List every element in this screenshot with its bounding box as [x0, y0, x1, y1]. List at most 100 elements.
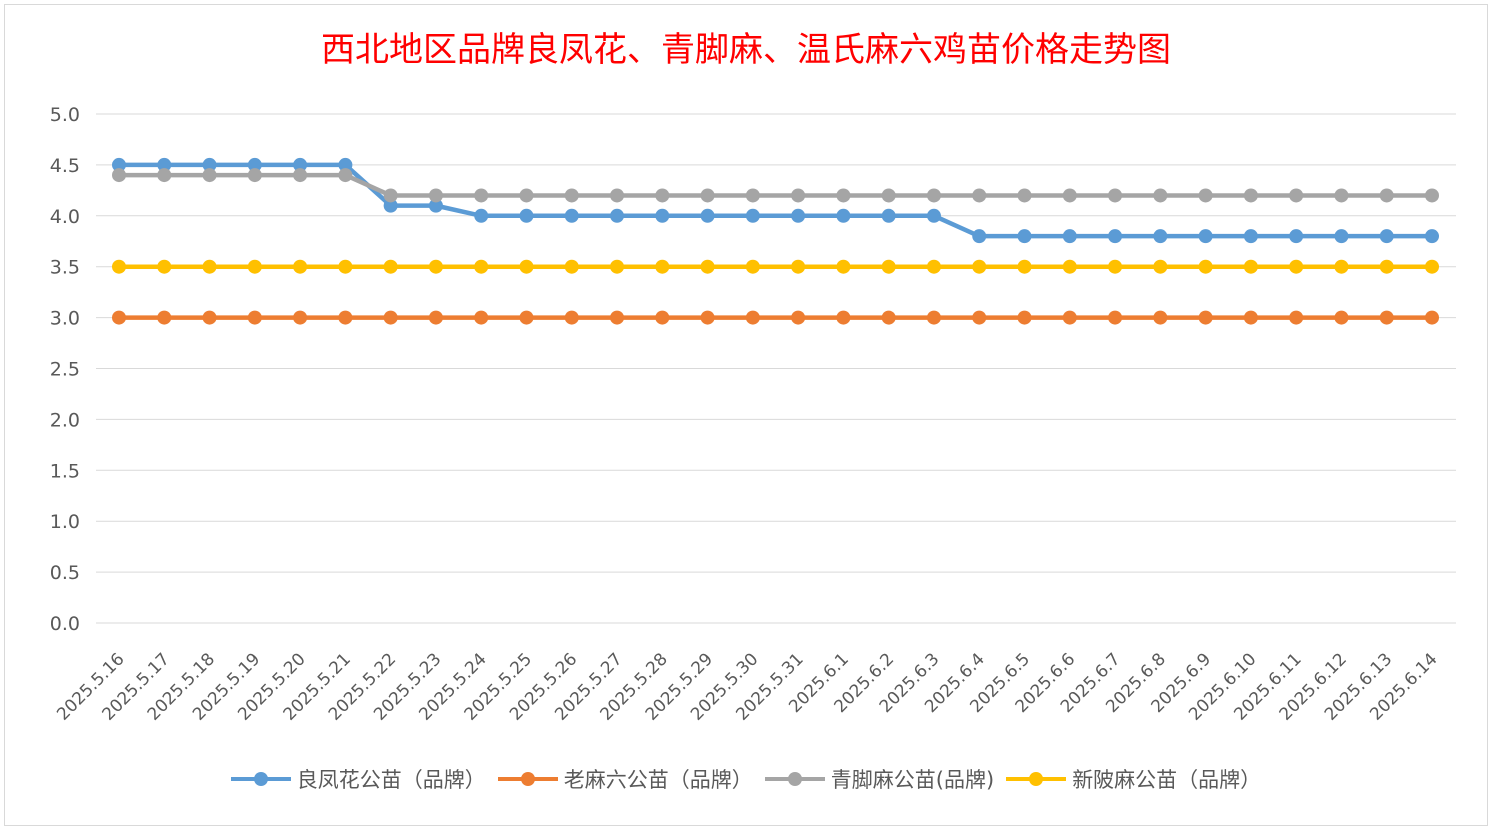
data-point [474, 310, 489, 325]
legend-label: 新陂麻公苗（品牌） [1072, 768, 1262, 792]
data-point [1153, 310, 1168, 325]
legend-item: 新陂麻公苗（品牌） [1006, 764, 1261, 794]
y-tick-label: 1.0 [50, 511, 80, 533]
data-point [157, 168, 172, 183]
data-point [1017, 259, 1032, 274]
data-point [247, 168, 262, 183]
chart-title: 西北地区品牌良凤花、青脚麻、温氏麻六鸡苗价格走势图 [321, 30, 1171, 70]
data-point [972, 229, 987, 244]
data-point [745, 259, 760, 274]
data-point [836, 208, 851, 223]
data-point [1153, 259, 1168, 274]
data-point [1243, 229, 1258, 244]
legend-item: 良凤花公苗（品牌） [230, 764, 486, 794]
data-point [1062, 229, 1077, 244]
legend-item: 青脚麻公苗(品牌) [764, 764, 994, 794]
data-point [1198, 229, 1213, 244]
data-point [1379, 310, 1394, 325]
data-point [202, 157, 217, 172]
data-point [247, 310, 262, 325]
data-point [1198, 259, 1213, 274]
data-point [1425, 310, 1439, 325]
y-tick-label: 5.0 [50, 104, 80, 126]
data-point [1379, 259, 1394, 274]
legend-label: 良凤花公苗（品牌） [296, 768, 486, 792]
data-point [1198, 310, 1213, 325]
data-point [1289, 229, 1304, 244]
data-point [202, 168, 217, 183]
data-point [247, 157, 262, 172]
data-point [836, 188, 851, 203]
data-point [293, 157, 308, 172]
data-point [1017, 310, 1032, 325]
data-point [700, 188, 715, 203]
data-point [972, 188, 987, 203]
data-point [881, 310, 896, 325]
data-point [1425, 259, 1439, 274]
data-point [1062, 259, 1077, 274]
data-point [1379, 188, 1394, 203]
data-point [745, 208, 760, 223]
data-point [338, 157, 353, 172]
data-point [293, 259, 308, 274]
data-point [1243, 188, 1258, 203]
y-tick-label: 4.0 [50, 206, 80, 228]
data-point [791, 310, 806, 325]
y-tick-label: 3.5 [50, 257, 80, 279]
data-point [926, 208, 941, 223]
data-point [926, 310, 941, 325]
data-point [791, 208, 806, 223]
data-point [383, 310, 398, 325]
y-tick-label: 4.5 [50, 155, 80, 177]
data-point [428, 198, 443, 213]
data-point [157, 157, 172, 172]
legend-marker-icon [230, 769, 291, 789]
data-point [655, 188, 670, 203]
data-point [564, 259, 579, 274]
data-point [881, 259, 896, 274]
data-point [1017, 229, 1032, 244]
data-point [972, 310, 987, 325]
data-point [1334, 188, 1349, 203]
data-point [564, 310, 579, 325]
line-chart: 0.00.51.01.52.02.53.03.54.04.55.02025.5.… [50, 104, 1456, 725]
data-point [655, 208, 670, 223]
series-line [116, 172, 1435, 198]
data-point [1062, 188, 1077, 203]
data-point [247, 259, 262, 274]
data-point [428, 310, 443, 325]
y-tick-label: 2.0 [50, 409, 80, 431]
data-point [202, 259, 217, 274]
data-point [112, 157, 126, 172]
data-point [474, 188, 489, 203]
y-tick-label: 0.0 [50, 613, 80, 635]
data-point [112, 168, 126, 183]
data-point [338, 168, 353, 183]
data-point [1198, 188, 1213, 203]
y-tick-label: 3.0 [50, 308, 80, 330]
data-point [1243, 310, 1258, 325]
data-point [428, 259, 443, 274]
data-point [610, 208, 625, 223]
data-point [564, 188, 579, 203]
data-point [881, 208, 896, 223]
data-point [655, 259, 670, 274]
data-point [293, 168, 308, 183]
data-point [881, 188, 896, 203]
data-point [564, 208, 579, 223]
data-point [836, 259, 851, 274]
data-point [610, 310, 625, 325]
chart-legend: 良凤花公苗（品牌） 老麻六公苗（品牌） 青脚麻公苗(品牌) 新陂麻公苗（品牌） [0, 764, 1492, 794]
data-point [383, 259, 398, 274]
data-point [745, 310, 760, 325]
data-point [836, 310, 851, 325]
data-point [1108, 188, 1123, 203]
y-tick-label: 0.5 [50, 562, 80, 584]
data-point [519, 310, 534, 325]
chart-frame [4, 4, 1488, 826]
y-tick-label: 1.5 [50, 460, 80, 482]
data-point [972, 259, 987, 274]
data-point [293, 310, 308, 325]
data-point [791, 259, 806, 274]
data-point [926, 259, 941, 274]
